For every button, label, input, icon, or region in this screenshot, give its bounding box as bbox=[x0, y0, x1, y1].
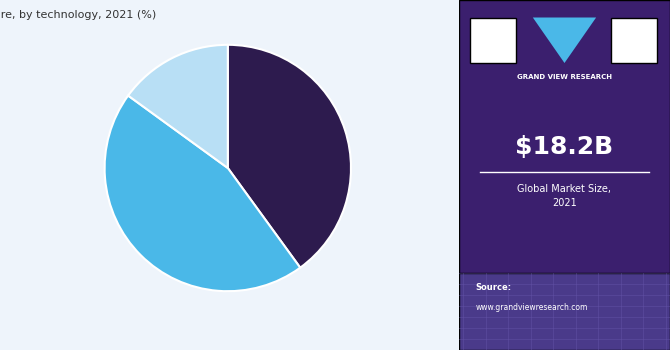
Polygon shape bbox=[533, 18, 596, 63]
Text: $18.2B: $18.2B bbox=[515, 135, 614, 159]
Text: GRAND VIEW RESEARCH: GRAND VIEW RESEARCH bbox=[517, 74, 612, 80]
FancyBboxPatch shape bbox=[459, 273, 670, 350]
Text: Global Market Size,
2021: Global Market Size, 2021 bbox=[517, 184, 612, 208]
FancyBboxPatch shape bbox=[470, 18, 516, 63]
FancyBboxPatch shape bbox=[459, 0, 670, 350]
FancyBboxPatch shape bbox=[611, 18, 657, 63]
Text: share, by technology, 2021 (%): share, by technology, 2021 (%) bbox=[0, 10, 157, 20]
Wedge shape bbox=[228, 45, 351, 268]
Wedge shape bbox=[128, 45, 228, 168]
Wedge shape bbox=[105, 96, 300, 291]
Text: Source:: Source: bbox=[476, 282, 512, 292]
Text: www.grandviewresearch.com: www.grandviewresearch.com bbox=[476, 303, 588, 313]
